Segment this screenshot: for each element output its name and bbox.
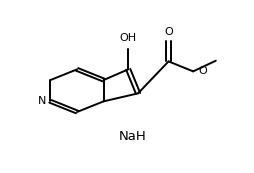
Text: N: N bbox=[37, 96, 46, 106]
Text: NaH: NaH bbox=[118, 130, 146, 143]
Text: OH: OH bbox=[120, 33, 137, 43]
Text: O: O bbox=[164, 27, 173, 37]
Text: O: O bbox=[198, 66, 207, 76]
